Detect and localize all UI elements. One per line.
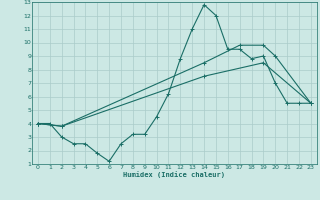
X-axis label: Humidex (Indice chaleur): Humidex (Indice chaleur) bbox=[124, 171, 225, 178]
